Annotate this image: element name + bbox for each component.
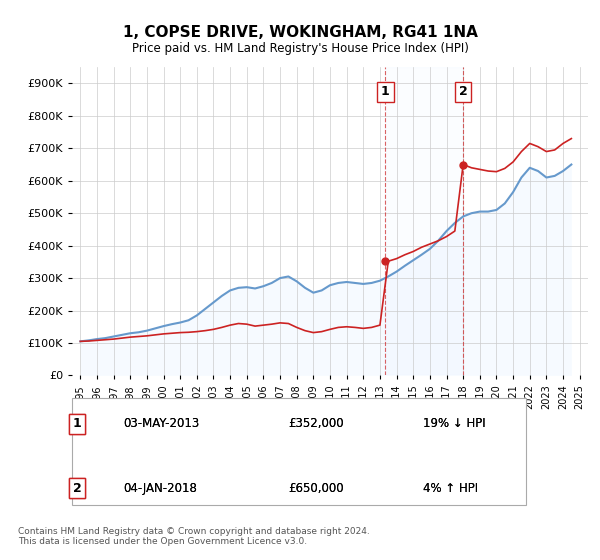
Text: 19% ↓ HPI: 19% ↓ HPI <box>423 417 485 431</box>
Bar <box>385 67 463 375</box>
Text: 1, COPSE DRIVE, WOKINGHAM, RG41 1NA: 1, COPSE DRIVE, WOKINGHAM, RG41 1NA <box>122 25 478 40</box>
Text: 2: 2 <box>459 85 467 99</box>
Text: 19% ↓ HPI: 19% ↓ HPI <box>423 417 485 431</box>
Text: 04-JAN-2018: 04-JAN-2018 <box>124 482 197 494</box>
Text: £650,000: £650,000 <box>289 482 344 494</box>
Text: 4% ↑ HPI: 4% ↑ HPI <box>423 482 478 494</box>
Text: 04-JAN-2018: 04-JAN-2018 <box>124 482 197 494</box>
Text: 03-MAY-2013: 03-MAY-2013 <box>124 417 200 431</box>
Text: £352,000: £352,000 <box>289 417 344 431</box>
Text: Contains HM Land Registry data © Crown copyright and database right 2024.
This d: Contains HM Land Registry data © Crown c… <box>18 526 370 546</box>
Text: 2: 2 <box>73 482 82 494</box>
FancyBboxPatch shape <box>72 398 526 506</box>
Text: 1: 1 <box>73 417 82 431</box>
Text: 03-MAY-2013: 03-MAY-2013 <box>124 417 200 431</box>
Text: Price paid vs. HM Land Registry's House Price Index (HPI): Price paid vs. HM Land Registry's House … <box>131 42 469 55</box>
Text: 2: 2 <box>73 482 82 494</box>
Text: 1: 1 <box>73 417 82 431</box>
Text: 4% ↑ HPI: 4% ↑ HPI <box>423 482 478 494</box>
Text: £352,000: £352,000 <box>289 417 344 431</box>
Legend: 1, COPSE DRIVE, WOKINGHAM, RG41 1NA (detached house), HPI: Average price, detach: 1, COPSE DRIVE, WOKINGHAM, RG41 1NA (det… <box>77 436 427 470</box>
Text: 1: 1 <box>381 85 390 99</box>
Text: £650,000: £650,000 <box>289 482 344 494</box>
